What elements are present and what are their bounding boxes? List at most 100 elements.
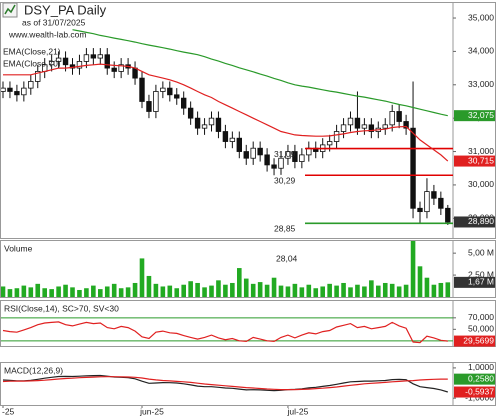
chart-subtitle: as of 31/07/2025 [22,17,86,27]
volume-bar [410,241,416,297]
volume-bar [327,283,332,297]
volume-bar [320,286,325,297]
support-label: 31,09 [274,149,296,159]
volume-bar [35,283,41,297]
candle-body [132,67,138,79]
volume-bar [438,282,444,297]
volume-bar [146,275,152,297]
candle-body [194,117,201,129]
x-tick-label: jun-25 [139,406,164,416]
volume-bar [91,285,96,297]
plot-area [1,29,453,225]
volume-bar [362,286,367,297]
volume-bar [77,289,82,297]
candle-body [354,117,361,129]
last-value-box [454,155,495,167]
volume-bar [389,283,395,297]
candle-body [431,191,437,199]
last-value-box [454,216,495,228]
volume-bar [285,286,291,297]
volume-bar [341,282,346,297]
last-value-label: 30,715 [468,155,494,165]
icon-line [4,4,16,15]
series-line [2,374,448,393]
series-line [3,63,449,162]
candle-body [90,54,97,59]
y-tick-label: 33,000 [468,79,494,89]
volume-bar [98,289,103,297]
candle-body [215,117,222,132]
candle-body [1,87,6,92]
watermark: www.wealth-lab.com [8,29,86,39]
candle-body [83,54,90,62]
candle-body [445,207,451,223]
volume-bar [118,288,124,297]
panel-title: Volume [4,243,33,253]
candle-body [208,117,215,126]
candle-body [250,147,256,159]
y-tick-label: 70,000 [468,312,494,322]
volume-bar [237,268,242,297]
volume-bar [257,282,263,297]
candle-body [146,101,152,112]
candle-body [229,137,236,142]
volume-bar [1,286,6,297]
legend-entry: EMA(Close,21) [3,46,61,56]
candle-body [403,121,409,129]
candle-body [180,97,187,109]
y-tick-label: 50,000 [468,324,494,334]
candle-body [69,64,76,69]
volume-bar [243,278,249,297]
volume-bar [195,282,200,297]
candle-body [257,147,263,156]
volume-bar [7,289,13,297]
volume-bar [264,284,270,297]
volume-bar [250,283,256,297]
candle-body [333,131,340,142]
chart-title: DSY_PA Daily [24,2,107,17]
series-line [2,376,448,391]
candle-body [347,117,354,126]
candle-body [55,57,62,62]
volume-bar [188,281,193,297]
plot-area [1,241,451,297]
candle-body [21,87,27,96]
candle-body [14,91,20,96]
candle-body [160,87,166,92]
candle-body [299,154,305,162]
y-tick-label: 34,000 [468,46,494,56]
plot-area [1,317,453,344]
candle-body [271,164,277,169]
x-tick-label: jul-25 [287,406,309,416]
candle-body [35,71,41,82]
candle-body [396,111,402,122]
plot-area [2,374,448,393]
candle-body [264,154,270,166]
candle-body [76,61,83,69]
support-label: 30,29 [274,175,296,185]
volume-bar [202,287,207,297]
candle-body [111,67,117,72]
volume-bar [104,286,110,297]
last-value-label: -0,5937 [465,386,494,396]
series-line [72,29,448,117]
volume-bar [174,288,180,297]
volume-bar [153,283,159,297]
volume-bar [355,284,360,297]
volume-bar [369,280,374,297]
volume-bar [334,285,339,297]
candle-body [187,107,194,119]
candle-body [292,151,298,162]
y-tick-label: 30,000 [468,179,494,189]
panel-title: MACD(12,26,9) [4,365,63,375]
y-tick-label: 35,000 [468,12,494,22]
y-tick-label: 31,000 [468,146,494,156]
volume-bar [14,288,20,297]
volume-bar [111,283,117,297]
candle-body [236,137,242,152]
x-tick-label: -25 [2,406,15,416]
candle-body [438,197,444,209]
candle-body [382,124,388,129]
